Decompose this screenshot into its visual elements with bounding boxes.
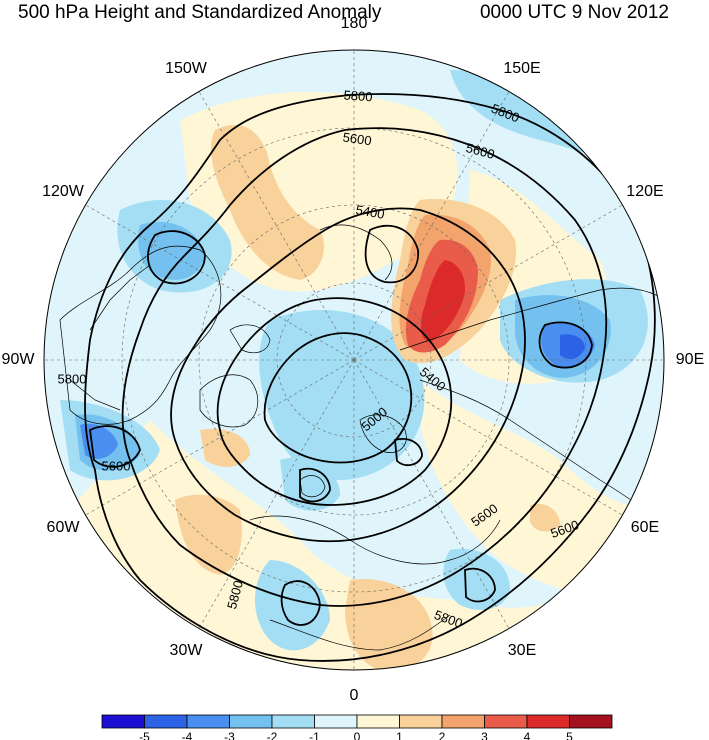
contour-label-group: 5800 [58, 371, 87, 386]
contour-label: 5600 [464, 140, 496, 162]
contour-label: 5800 [58, 371, 87, 386]
colorbar-swatch [569, 714, 613, 729]
lon-label-60w: 60W [46, 519, 80, 536]
lon-label-150w: 150W [165, 60, 207, 77]
meridians [44, 50, 664, 670]
coast-europe [249, 515, 501, 565]
colorbar-swatch [314, 714, 358, 729]
border-us-canada [89, 264, 151, 331]
contour-low-scand [299, 467, 331, 503]
colorbar-tick-label: 1 [396, 730, 403, 740]
contour-low-kara [394, 438, 423, 467]
colorbar-tick-label: 3 [481, 730, 488, 740]
contour-label-group: 5800 [432, 607, 464, 631]
coast-africa [269, 614, 451, 651]
colorbar-swatch [101, 714, 145, 729]
colorbar-tick-label: -3 [224, 730, 235, 740]
contour-low-europe [280, 580, 321, 626]
anomaly-negative-arctic [259, 310, 425, 480]
contour-label-group: 5800 [224, 579, 246, 611]
contour-5200 [216, 297, 453, 506]
anomaly-core-positive-east-siberia [420, 260, 466, 342]
colorbar: -5 -4 -3 -2 -1 0 1 2 3 4 5 [101, 714, 613, 740]
coast-scandinavia [359, 414, 407, 453]
lon-label-30w: 30W [169, 641, 203, 659]
colorbar-swatch [186, 714, 230, 729]
colorbar-swatch [399, 714, 443, 729]
lon-label-90w: 90W [1, 351, 35, 368]
coast-british-isles [299, 475, 326, 498]
lon-label-30e: 30E [507, 641, 537, 659]
colorbar-swatch [229, 714, 273, 729]
anomaly-core-negative-siberia-2 [560, 334, 585, 360]
anomaly-positive-north-pacific [210, 124, 324, 281]
colorbar-tick-label: 2 [439, 730, 446, 740]
contour-label: 5400 [355, 202, 386, 222]
anomaly-positive-mediterranean [345, 579, 433, 670]
colorbar-swatch [144, 714, 188, 729]
lon-label-60e: 60E [630, 519, 660, 536]
meridian-line [85, 204, 355, 361]
lon-label-0: 0 [349, 687, 359, 704]
lon-label-180: 180 [340, 15, 368, 32]
anomaly-positive-greenland-sea [200, 428, 250, 467]
contour-5400 [170, 207, 526, 543]
contour-label-group: 5600 [464, 140, 496, 162]
coast-arctic-islands [229, 324, 271, 354]
colorbar-swatch [526, 714, 570, 729]
contour-label-group: 5800 [343, 87, 373, 104]
contour-label: 5600 [102, 458, 131, 473]
colorbar-swatch [356, 714, 400, 729]
contour-low-siberia [538, 321, 593, 369]
colorbar-tick-label: -4 [182, 730, 193, 740]
meridian-line [198, 359, 355, 629]
anomaly-positive-central-asia [530, 503, 560, 532]
contour-low-atlantic [89, 425, 141, 468]
lon-label-150e: 150E [503, 60, 541, 77]
contour-label-group: 5600 [102, 458, 131, 473]
chart-title: 500 hPa Height and Standardized Anomaly [18, 2, 382, 23]
contour-low-canada [147, 230, 206, 285]
lon-label-120e: 120E [626, 183, 664, 200]
colorbar-swatch [484, 714, 528, 729]
colorbar-swatch [441, 714, 485, 729]
contour-label-group: 5600 [342, 130, 373, 149]
contour-low-caspian [464, 567, 496, 603]
map-boundary [43, 49, 665, 671]
colorbar-tick-label: 0 [354, 730, 361, 740]
contour-low-alaska [364, 224, 419, 284]
contour-label: 5800 [224, 579, 246, 611]
colorbar-swatch [271, 714, 315, 729]
contour-5000 [263, 332, 413, 464]
colorbar-tick-label: 5 [566, 730, 573, 740]
meridian-line [85, 359, 355, 516]
lon-label-90e: 90E [675, 351, 705, 368]
colorbar-tick-label: 4 [524, 730, 531, 740]
colorbar-tick-label: -2 [267, 730, 278, 740]
contour-label: 5800 [343, 87, 373, 104]
colorbar-tick-label: -5 [139, 730, 150, 740]
anomaly-positive-north-atlantic [175, 494, 242, 575]
valid-time: 0000 UTC 9 Nov 2012 [479, 2, 669, 23]
meridian-line [353, 204, 623, 361]
coast-siberia [399, 287, 664, 351]
anomaly-negative-europe [255, 560, 330, 651]
meridian-line [353, 359, 510, 629]
coast-alaska [319, 224, 393, 281]
contour-label-group: 5600 [548, 517, 580, 541]
border-us-mexico [69, 379, 121, 411]
meridian-line [353, 359, 623, 516]
colorbar-tick-label: -1 [309, 730, 320, 740]
lon-label-120w: 120W [42, 183, 84, 200]
latitude-circle-60 [198, 204, 510, 516]
contour-label: 5600 [342, 130, 373, 149]
latitude-circle-80 [276, 282, 432, 438]
meridian-line [353, 91, 510, 361]
contour-label-group: 5400 [355, 202, 386, 222]
